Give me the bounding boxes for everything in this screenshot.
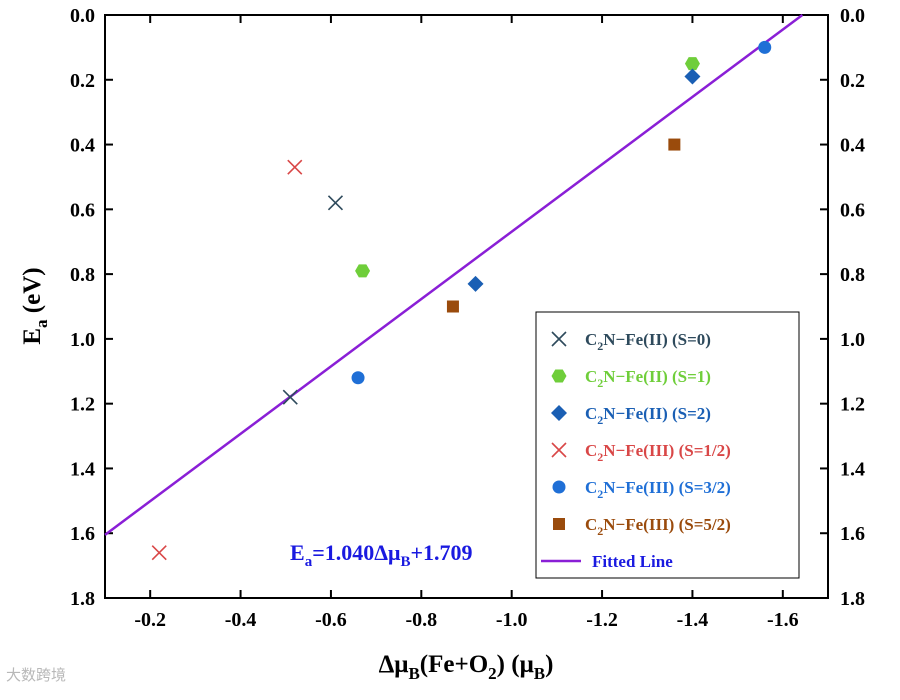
- x-axis-label-unit-sub: B: [534, 664, 545, 683]
- axis-tick-labels: -0.2 -0.4 -0.6 -0.8 -1.0 -1.2 -1.4 -1.6 0.0 0.0 0.…: [70, 5, 865, 631]
- y-axis-label-unit: (eV): [19, 267, 46, 319]
- axis-ticks: [105, 14, 828, 599]
- data-point-fe3-s3-2: [351, 371, 365, 385]
- legend-label-fit: Fitted Line: [592, 552, 673, 571]
- x-axis-label-unit-open: (μ: [505, 651, 534, 678]
- y-tick-label-right: 0.4: [840, 135, 865, 157]
- legend-label-fe2-s2: C2N−Fe(II) (S=2): [585, 404, 711, 427]
- legend-marker-fe2-s0: [551, 331, 567, 347]
- y-tick-label-left: 1.0: [70, 329, 95, 351]
- y-tick-label-left: 1.6: [70, 523, 95, 545]
- legend-label-fe3-s1-2: C2N−Fe(III) (S=1/2): [585, 441, 731, 464]
- x-axis-label-close: ): [497, 651, 505, 678]
- y-tick-label-right: 1.4: [840, 458, 865, 480]
- legend-box: [535, 311, 800, 579]
- data-point-fe3-s1-2: [151, 545, 167, 561]
- x-axis-label-sub-2: 2: [488, 664, 497, 683]
- data-point-fe2-s1: [684, 57, 700, 71]
- y-tick-label-right: 1.0: [840, 329, 865, 351]
- y-tick-label-left: 1.4: [70, 458, 95, 480]
- y-tick-label-right: 0.8: [840, 264, 865, 286]
- y-tick-label-left: 1.2: [70, 394, 95, 416]
- legend-label-fe3-s5-2: C2N−Fe(III) (S=5/2): [585, 515, 731, 538]
- x-axis-label-delta-mu: Δμ: [379, 651, 409, 678]
- data-point-fe2-s0: [327, 195, 344, 211]
- y-tick-label-right: 1.2: [840, 394, 865, 416]
- fit-equation-sub-a: a: [305, 554, 313, 570]
- y-axis-label-e: E: [19, 328, 46, 345]
- fit-equation-sub-b: B: [401, 554, 411, 570]
- x-tick-label: -0.4: [225, 609, 257, 631]
- y-tick-label-right: 1.6: [840, 523, 865, 545]
- legend: C2N−Fe(II) (S=0) C2N−Fe(II) (S=1) C2N−Fe(I…: [535, 311, 800, 579]
- data-point-fe2-s0: [282, 389, 298, 405]
- data-point-fe3-s1-2: [287, 159, 303, 175]
- x-axis-label-fe-o: (Fe+O: [420, 651, 488, 678]
- legend-label-fe2-s0: C2N−Fe(II) (S=0): [585, 330, 711, 353]
- x-axis-label: ΔμB(Fe+O2) (μB): [379, 651, 554, 683]
- y-tick-label-right: 0.2: [840, 70, 865, 92]
- legend-marker-fe3-s3-2: [552, 480, 566, 494]
- x-tick-label: -1.2: [586, 609, 618, 631]
- fit-line: [104, 13, 804, 536]
- y-tick-label-right: 0.6: [840, 199, 865, 221]
- x-tick-label: -0.8: [405, 609, 437, 631]
- legend-items: C2N−Fe(II) (S=0) C2N−Fe(II) (S=1) C2N−Fe(I…: [541, 330, 731, 571]
- legend-marker-fe2-s1: [551, 369, 567, 383]
- fit-equation-e: E: [290, 540, 305, 565]
- x-tick-label: -0.2: [134, 609, 166, 631]
- legend-marker-fe2-s2: [551, 405, 567, 421]
- y-tick-label-left: 0.6: [70, 199, 95, 221]
- y-tick-label-left: 1.8: [70, 588, 95, 610]
- fit-equation-mid: =1.040Δμ: [312, 540, 401, 565]
- data-point-fe3-s3-2: [758, 40, 772, 54]
- x-tick-label: -1.0: [496, 609, 528, 631]
- y-axis-label: Ea (eV): [19, 267, 51, 344]
- x-axis-label-sub-b: B: [408, 664, 419, 683]
- data-point-fe2-s2: [467, 275, 484, 292]
- legend-marker-fe3-s5-2: [553, 518, 565, 530]
- data-point-fe2-s2: [684, 68, 701, 85]
- data-point-fe3-s5-2: [668, 138, 681, 151]
- y-tick-label-left: 0.0: [70, 5, 95, 27]
- x-tick-label: -1.4: [677, 609, 709, 631]
- fit-equation: Ea=1.040ΔμB+1.709: [290, 540, 473, 570]
- x-tick-label: -0.6: [315, 609, 347, 631]
- y-tick-label-left: 0.4: [70, 135, 95, 157]
- x-tick-label: -1.6: [767, 609, 799, 631]
- y-tick-label-right: 1.8: [840, 588, 865, 610]
- legend-label-fe3-s3-2: C2N−Fe(III) (S=3/2): [585, 478, 731, 501]
- legend-marker-fe3-s1-2: [551, 442, 567, 458]
- legend-label-fe2-s1: C2N−Fe(II) (S=1): [585, 367, 711, 390]
- y-tick-label-right: 0.0: [840, 5, 865, 27]
- watermark: 大数跨境: [6, 666, 67, 684]
- data-point-fe2-s1: [355, 264, 371, 278]
- x-axis-label-unit-close: ): [545, 651, 553, 678]
- y-axis-label-sub-a: a: [32, 319, 51, 328]
- y-tick-label-left: 0.2: [70, 70, 95, 92]
- data-points: [151, 40, 772, 561]
- data-point-fe3-s5-2: [446, 300, 459, 313]
- fit-equation-tail: +1.709: [411, 540, 473, 565]
- y-tick-label-left: 0.8: [70, 264, 95, 286]
- plot-frame: [104, 14, 829, 599]
- fit-line-group: [104, 13, 804, 536]
